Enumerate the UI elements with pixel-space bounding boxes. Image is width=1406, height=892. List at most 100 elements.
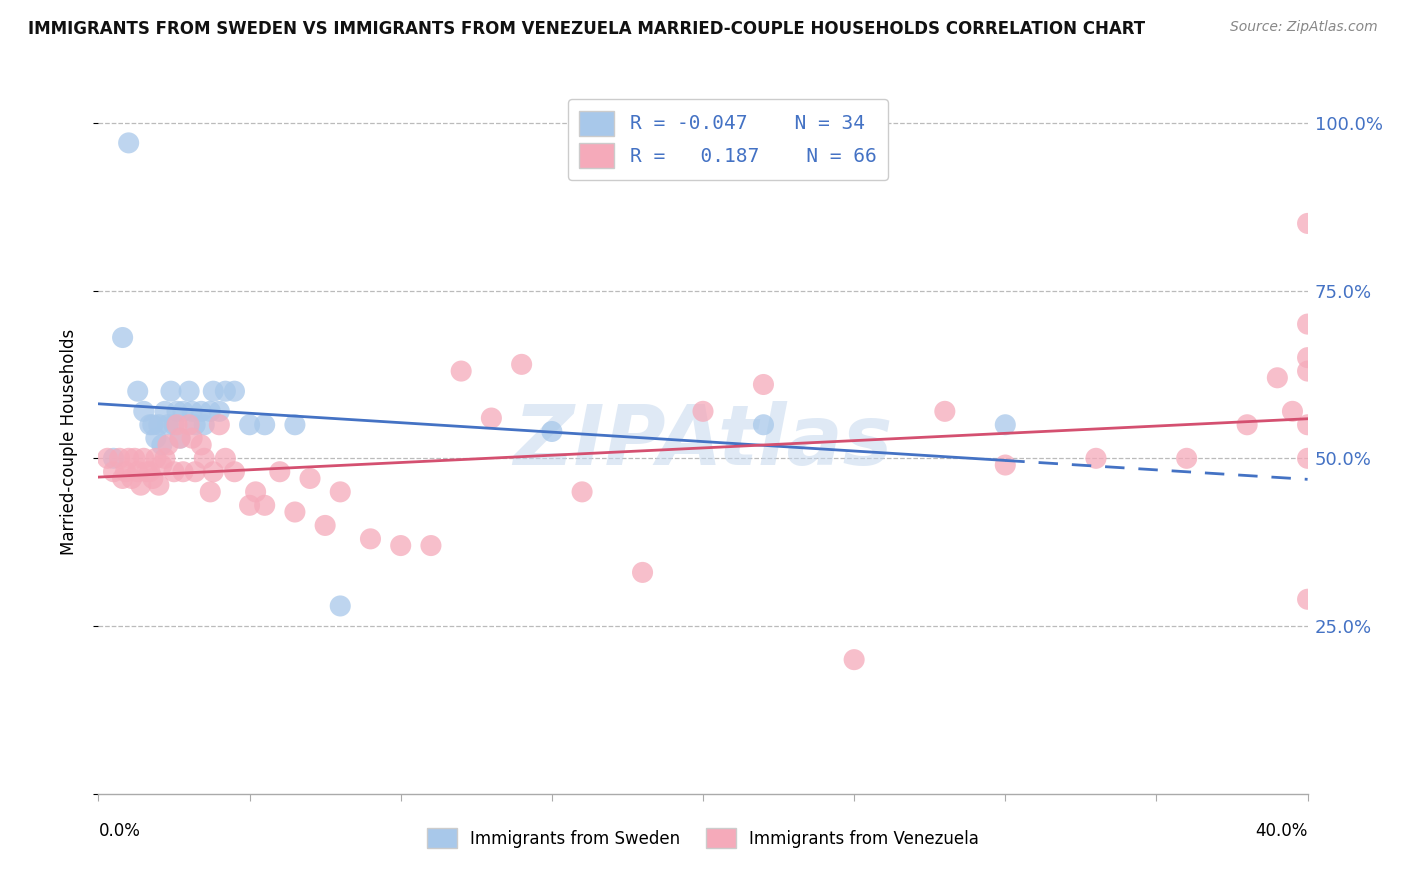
- Text: ZIPAtlas: ZIPAtlas: [513, 401, 893, 482]
- Point: [1296, 592, 1319, 607]
- Point: [169, 431, 191, 445]
- Point: [1281, 404, 1303, 418]
- Point: [139, 465, 162, 479]
- Point: [166, 404, 188, 418]
- Point: [179, 384, 201, 399]
- Point: [108, 451, 131, 466]
- Point: [114, 465, 136, 479]
- Point: [214, 451, 236, 466]
- Point: [132, 451, 155, 466]
- Legend: Immigrants from Sweden, Immigrants from Venezuela: Immigrants from Sweden, Immigrants from …: [419, 820, 987, 856]
- Point: [184, 465, 207, 479]
- Point: [156, 417, 179, 432]
- Point: [193, 451, 215, 466]
- Point: [200, 404, 222, 418]
- Point: [510, 357, 533, 371]
- Point: [200, 484, 222, 499]
- Point: [239, 498, 262, 512]
- Point: [224, 465, 246, 479]
- Point: [169, 431, 191, 445]
- Point: [1236, 417, 1258, 432]
- Point: [132, 404, 155, 418]
- Point: [994, 458, 1017, 472]
- Point: [127, 465, 149, 479]
- Point: [1296, 351, 1319, 365]
- Point: [202, 465, 225, 479]
- Point: [752, 377, 775, 392]
- Point: [389, 539, 412, 553]
- Point: [148, 417, 170, 432]
- Point: [193, 417, 215, 432]
- Point: [239, 417, 262, 432]
- Point: [127, 384, 149, 399]
- Point: [284, 417, 307, 432]
- Point: [1296, 417, 1319, 432]
- Point: [163, 417, 186, 432]
- Point: [1296, 364, 1319, 378]
- Point: [150, 458, 173, 472]
- Point: [121, 471, 143, 485]
- Point: [190, 438, 212, 452]
- Point: [153, 404, 176, 418]
- Point: [245, 484, 267, 499]
- Point: [145, 451, 167, 466]
- Point: [1296, 317, 1319, 331]
- Point: [208, 417, 231, 432]
- Point: [142, 417, 165, 432]
- Point: [420, 539, 443, 553]
- Point: [166, 417, 188, 432]
- Point: [181, 404, 204, 418]
- Point: [934, 404, 956, 418]
- Point: [692, 404, 714, 418]
- Y-axis label: Married-couple Households: Married-couple Households: [59, 328, 77, 555]
- Point: [450, 364, 472, 378]
- Point: [284, 505, 307, 519]
- Point: [150, 438, 173, 452]
- Point: [96, 451, 118, 466]
- Point: [224, 384, 246, 399]
- Point: [172, 465, 194, 479]
- Point: [103, 465, 125, 479]
- Point: [118, 136, 141, 150]
- Point: [181, 431, 204, 445]
- Point: [124, 451, 146, 466]
- Point: [1296, 451, 1319, 466]
- Point: [844, 653, 866, 667]
- Point: [160, 384, 183, 399]
- Point: [269, 465, 291, 479]
- Point: [163, 465, 186, 479]
- Point: [172, 404, 194, 418]
- Point: [314, 518, 336, 533]
- Point: [135, 465, 157, 479]
- Point: [329, 484, 352, 499]
- Point: [253, 417, 276, 432]
- Point: [179, 417, 201, 432]
- Point: [329, 599, 352, 613]
- Text: IMMIGRANTS FROM SWEDEN VS IMMIGRANTS FROM VENEZUELA MARRIED-COUPLE HOUSEHOLDS CO: IMMIGRANTS FROM SWEDEN VS IMMIGRANTS FRO…: [28, 20, 1146, 37]
- Point: [1296, 216, 1319, 230]
- Point: [360, 532, 382, 546]
- Point: [145, 431, 167, 445]
- Point: [103, 451, 125, 466]
- Point: [184, 417, 207, 432]
- Point: [111, 471, 134, 485]
- Point: [752, 417, 775, 432]
- Point: [190, 404, 212, 418]
- Point: [481, 411, 503, 425]
- Point: [214, 384, 236, 399]
- Text: 0.0%: 0.0%: [98, 822, 141, 840]
- Point: [202, 384, 225, 399]
- Point: [1175, 451, 1198, 466]
- Point: [148, 478, 170, 492]
- Text: Source: ZipAtlas.com: Source: ZipAtlas.com: [1230, 20, 1378, 34]
- Point: [1085, 451, 1108, 466]
- Point: [208, 404, 231, 418]
- Text: 40.0%: 40.0%: [1256, 822, 1308, 840]
- Point: [1267, 371, 1289, 385]
- Point: [156, 438, 179, 452]
- Point: [540, 425, 562, 439]
- Point: [129, 478, 152, 492]
- Point: [142, 471, 165, 485]
- Point: [994, 417, 1017, 432]
- Point: [118, 451, 141, 466]
